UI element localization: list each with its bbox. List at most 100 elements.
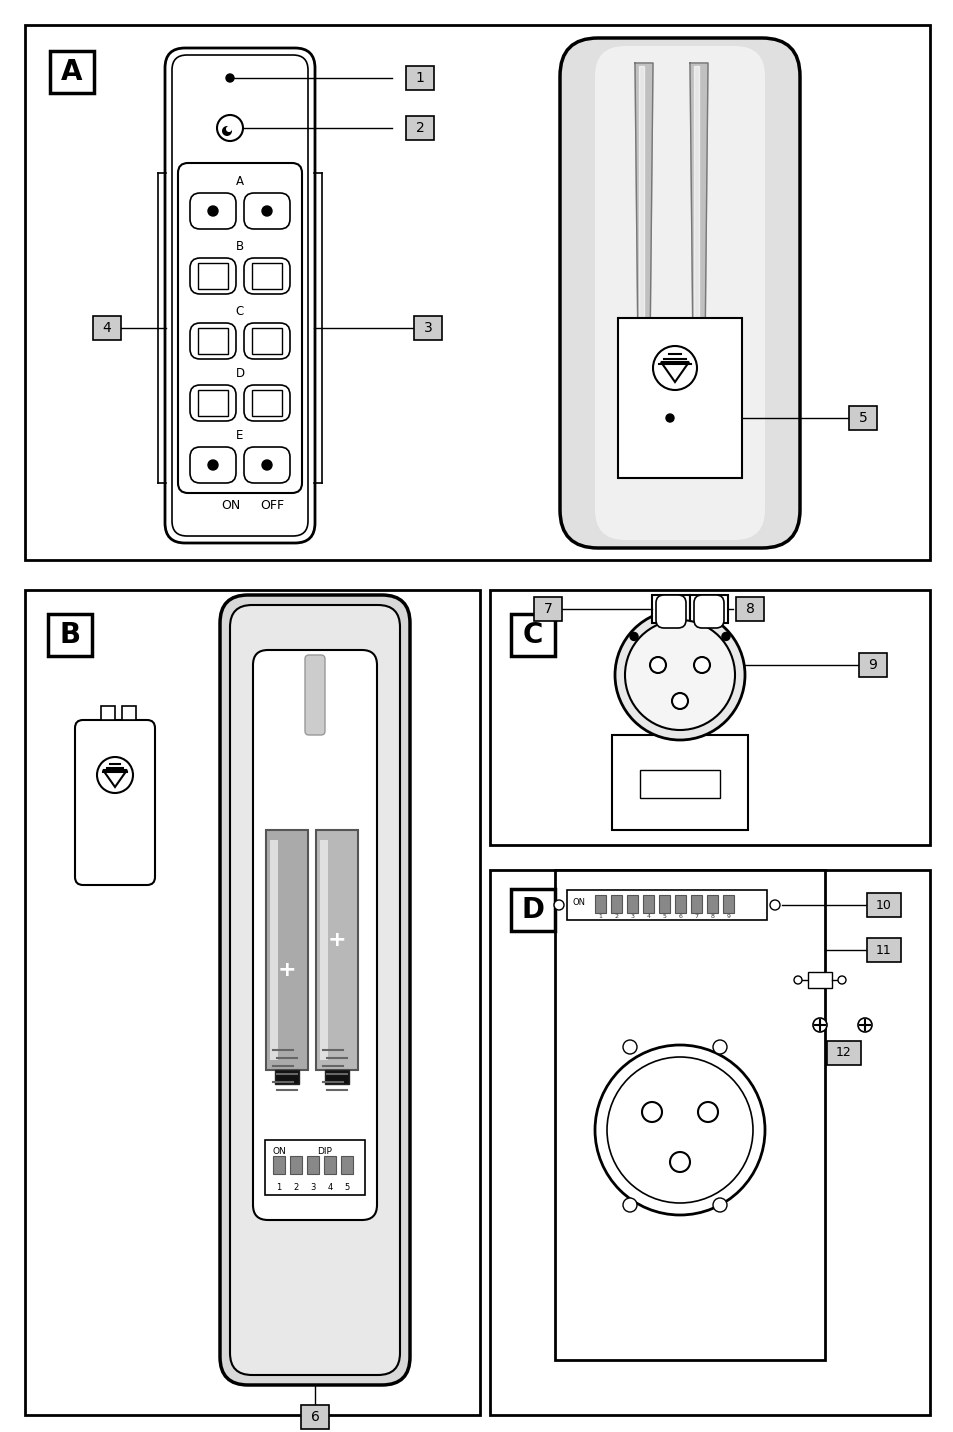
Text: 1: 1 xyxy=(276,1183,281,1193)
FancyBboxPatch shape xyxy=(866,894,900,916)
Circle shape xyxy=(721,633,729,640)
FancyBboxPatch shape xyxy=(559,39,800,548)
Bar xyxy=(274,1070,298,1084)
Circle shape xyxy=(97,758,132,793)
Text: 6: 6 xyxy=(678,914,681,918)
FancyBboxPatch shape xyxy=(178,163,302,493)
Bar xyxy=(290,1156,302,1174)
Text: 4: 4 xyxy=(327,1183,333,1193)
FancyBboxPatch shape xyxy=(190,385,235,421)
FancyBboxPatch shape xyxy=(858,653,886,677)
Text: E: E xyxy=(236,428,243,441)
Bar xyxy=(807,972,831,988)
Bar xyxy=(722,895,733,914)
FancyBboxPatch shape xyxy=(406,66,434,90)
Circle shape xyxy=(649,657,665,673)
Text: +: + xyxy=(327,929,346,949)
Text: 5: 5 xyxy=(662,914,666,918)
Circle shape xyxy=(693,657,709,673)
Bar xyxy=(198,328,228,354)
Circle shape xyxy=(216,115,243,140)
Circle shape xyxy=(669,1151,689,1171)
Bar xyxy=(626,895,638,914)
Bar xyxy=(252,390,282,417)
Text: 11: 11 xyxy=(875,944,891,957)
Circle shape xyxy=(615,610,744,740)
Text: 1: 1 xyxy=(416,72,424,84)
Circle shape xyxy=(641,1103,661,1123)
Text: ON: ON xyxy=(573,898,585,906)
Text: OFF: OFF xyxy=(259,498,284,511)
Bar xyxy=(595,895,605,914)
Text: 7: 7 xyxy=(694,914,698,918)
FancyBboxPatch shape xyxy=(165,49,314,543)
FancyBboxPatch shape xyxy=(848,407,876,430)
FancyBboxPatch shape xyxy=(735,597,763,621)
Bar xyxy=(252,263,282,289)
Circle shape xyxy=(624,620,734,730)
Text: 8: 8 xyxy=(745,601,754,616)
Text: 7: 7 xyxy=(543,601,552,616)
FancyBboxPatch shape xyxy=(190,447,235,483)
Text: 6: 6 xyxy=(311,1411,319,1423)
FancyBboxPatch shape xyxy=(230,604,399,1375)
Text: 4: 4 xyxy=(646,914,650,918)
Bar xyxy=(706,895,718,914)
Circle shape xyxy=(793,977,801,984)
Circle shape xyxy=(837,977,845,984)
Text: 9: 9 xyxy=(867,657,877,672)
Circle shape xyxy=(226,126,232,132)
Text: ON: ON xyxy=(221,498,240,511)
Bar xyxy=(324,1156,335,1174)
Bar xyxy=(315,831,357,1070)
FancyBboxPatch shape xyxy=(511,889,555,931)
FancyBboxPatch shape xyxy=(866,938,900,962)
FancyBboxPatch shape xyxy=(172,54,308,536)
FancyBboxPatch shape xyxy=(220,596,410,1385)
Bar xyxy=(307,1156,318,1174)
Circle shape xyxy=(629,633,638,640)
Bar xyxy=(689,596,727,623)
Text: B: B xyxy=(235,239,244,252)
Bar xyxy=(325,1070,349,1084)
FancyBboxPatch shape xyxy=(48,614,91,656)
Text: 3: 3 xyxy=(310,1183,315,1193)
Bar xyxy=(252,328,282,354)
Bar xyxy=(612,735,747,831)
FancyBboxPatch shape xyxy=(595,46,764,540)
FancyBboxPatch shape xyxy=(693,596,723,629)
Bar xyxy=(675,895,685,914)
Circle shape xyxy=(857,1018,871,1032)
Text: 8: 8 xyxy=(710,914,714,918)
Bar xyxy=(566,891,766,919)
Text: 10: 10 xyxy=(875,898,891,912)
Bar xyxy=(25,590,479,1415)
Text: 1: 1 xyxy=(598,914,601,918)
Text: 2: 2 xyxy=(294,1183,298,1193)
Bar xyxy=(555,871,824,1360)
Circle shape xyxy=(769,899,780,909)
Bar xyxy=(642,895,654,914)
FancyBboxPatch shape xyxy=(75,720,154,885)
FancyBboxPatch shape xyxy=(190,193,235,229)
FancyBboxPatch shape xyxy=(244,385,290,421)
Text: B: B xyxy=(59,621,80,649)
Circle shape xyxy=(226,74,233,82)
FancyBboxPatch shape xyxy=(656,596,685,629)
Polygon shape xyxy=(689,63,707,354)
Bar xyxy=(266,831,308,1070)
Text: D: D xyxy=(235,367,244,379)
Text: A: A xyxy=(235,175,244,188)
Circle shape xyxy=(712,1040,726,1054)
FancyBboxPatch shape xyxy=(244,258,290,294)
FancyBboxPatch shape xyxy=(190,258,235,294)
Bar xyxy=(659,895,669,914)
Bar xyxy=(610,895,621,914)
Text: 3: 3 xyxy=(630,914,634,918)
Circle shape xyxy=(671,693,687,709)
Circle shape xyxy=(554,899,563,909)
Circle shape xyxy=(262,206,272,216)
FancyBboxPatch shape xyxy=(92,316,121,339)
Circle shape xyxy=(262,460,272,470)
FancyBboxPatch shape xyxy=(826,1041,861,1065)
